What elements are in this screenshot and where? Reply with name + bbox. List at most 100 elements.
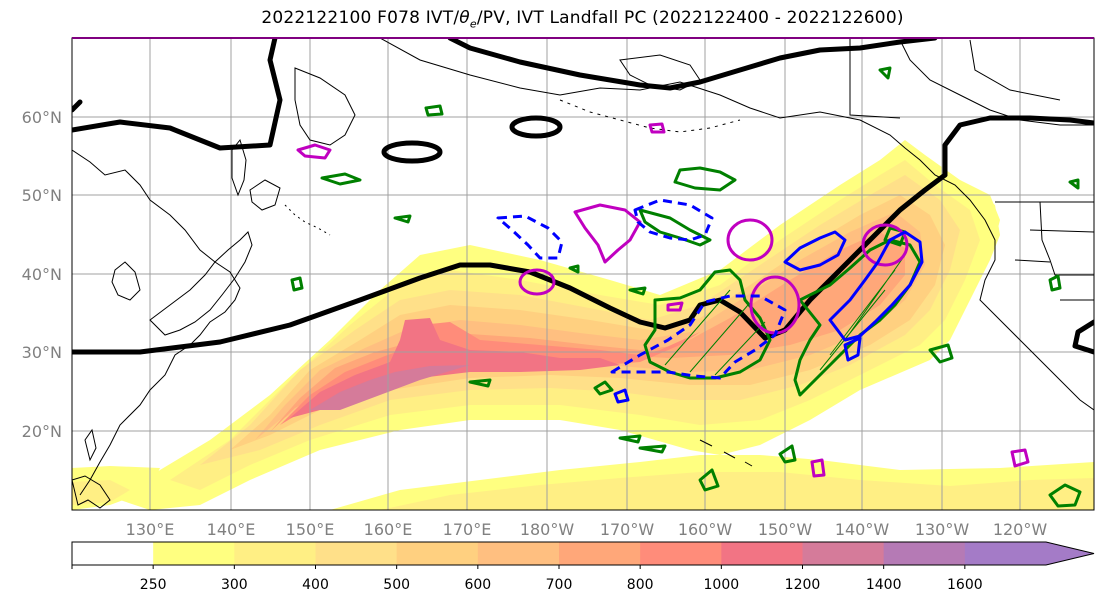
magenta-contour-2 (726, 218, 774, 262)
coastlines (72, 38, 1094, 509)
magenta-contour-5 (518, 268, 556, 296)
longitude-label: 130°W (915, 520, 970, 539)
colorbar-segment (802, 542, 885, 565)
longitude-label: 140°W (835, 520, 890, 539)
colorbar-label: 600 (464, 577, 491, 593)
longitude-label: 150°W (758, 520, 813, 539)
colorbar-segment (883, 542, 966, 565)
blue-contours (496, 198, 924, 404)
colorbar-segment (721, 542, 803, 565)
latitude-label: 60°N (22, 108, 62, 127)
pv-contour-21 (878, 66, 892, 80)
colorbar-segment (72, 542, 154, 565)
ivt-band-west-300 (72, 480, 130, 505)
latitude-label: 50°N (22, 186, 62, 205)
colorbar-extend-arrow (964, 542, 1094, 565)
pv-contour-9 (320, 172, 362, 186)
pv-contour-19 (568, 264, 580, 274)
closed-contour-2 (509, 115, 563, 139)
colorbar-label: 1200 (785, 577, 821, 593)
thick-contours (72, 38, 1094, 355)
pv-contour-4 (638, 208, 712, 247)
pv-contour-20 (628, 286, 647, 296)
north-contour-b (447, 38, 938, 91)
magenta-contour-9 (1010, 448, 1030, 468)
blue-contour-dashed-3 (610, 294, 787, 380)
pv-contour-18 (778, 444, 797, 464)
taiwan (84, 428, 97, 462)
hawaii (699, 439, 753, 467)
longitude-label: 160°W (678, 520, 733, 539)
bc-lines (899, 39, 1094, 126)
pv-contour-12 (290, 276, 304, 292)
latitude-label: 30°N (22, 343, 62, 362)
ivt-band-south-300 (380, 472, 1094, 510)
longitude-label: 120°W (993, 520, 1048, 539)
japan-hokkaido (249, 179, 281, 211)
pv-contour-11 (1048, 274, 1062, 292)
pv-hatch (664, 254, 906, 376)
pv-contour-10 (424, 104, 444, 117)
colorbar-label: 1000 (704, 577, 740, 593)
colorbar-label: 1400 (866, 577, 902, 593)
pv-contour-6 (928, 343, 954, 364)
longitude-label: 170°W (600, 520, 655, 539)
aleutians (559, 99, 741, 133)
canada-border (849, 38, 901, 119)
korea-coast (111, 261, 141, 301)
blue-contour-dashed-1 (633, 198, 714, 242)
east-contour (1072, 319, 1094, 355)
philippines (72, 475, 111, 509)
magenta-contour-4 (861, 223, 909, 267)
japan-honshu (149, 231, 253, 336)
pv-contour-16 (618, 434, 642, 444)
north-contour-c (72, 99, 83, 113)
colorbar-segment (559, 542, 641, 565)
pv-contour-8 (1048, 483, 1082, 508)
colorbar-label: 500 (383, 577, 410, 593)
longitude-label: 140°E (207, 520, 256, 539)
gridlines (72, 38, 1094, 510)
longitude-label: 170°E (443, 520, 492, 539)
colorbar-outline (71, 541, 1095, 566)
colorbar-segment (477, 542, 560, 565)
colorbar-segment (234, 542, 316, 565)
kamchatka (294, 67, 356, 146)
magenta-contour-6 (296, 143, 332, 160)
colorbar-segment (396, 542, 479, 565)
colorbar-segment (153, 542, 235, 565)
ivt-shading (72, 140, 1094, 510)
blue-contour-solid-3 (613, 388, 630, 404)
colorbar-label: 250 (140, 577, 167, 593)
pv-hatch-lines (664, 254, 906, 376)
longitude-label: 130°E (126, 520, 175, 539)
colorbar-segment (640, 542, 722, 565)
sakhalin (231, 138, 247, 197)
magenta-contours (296, 122, 1030, 478)
pv-contour-15 (468, 378, 492, 388)
alaska-coast (379, 38, 1094, 411)
colorbar-segment (315, 542, 398, 565)
north-contour-a (72, 38, 283, 151)
longitude-label: 160°E (364, 520, 413, 539)
main-contour-north (942, 115, 1094, 178)
ivt-level-500 (230, 195, 945, 450)
pv-contour-14 (593, 380, 614, 396)
magenta-contour-7 (648, 122, 666, 134)
pv-contour-13 (393, 214, 412, 224)
blue-contour-solid-1 (783, 230, 847, 272)
pv-contour-3 (673, 166, 737, 192)
latitude-label: 20°N (22, 422, 62, 441)
blue-contour-dashed-2 (496, 214, 564, 260)
pv-contour-17 (638, 444, 667, 454)
us-state-lines (1014, 201, 1094, 301)
colorbar-label: 1600 (947, 577, 983, 593)
longitude-labels: 130°E 140°E 150°E 160°E 170°E 180°W 170°W 160°W… (126, 520, 1048, 539)
colorbar-label: 800 (627, 577, 654, 593)
asia-coast (72, 149, 241, 496)
colorbar-label: 400 (302, 577, 329, 593)
longitude-label: 180°W (520, 520, 575, 539)
blue-contour-solid-2 (828, 230, 924, 342)
colorbar: 250 300 400 500 600 700 800 1000 1200 1400 1600 (71, 541, 1095, 593)
